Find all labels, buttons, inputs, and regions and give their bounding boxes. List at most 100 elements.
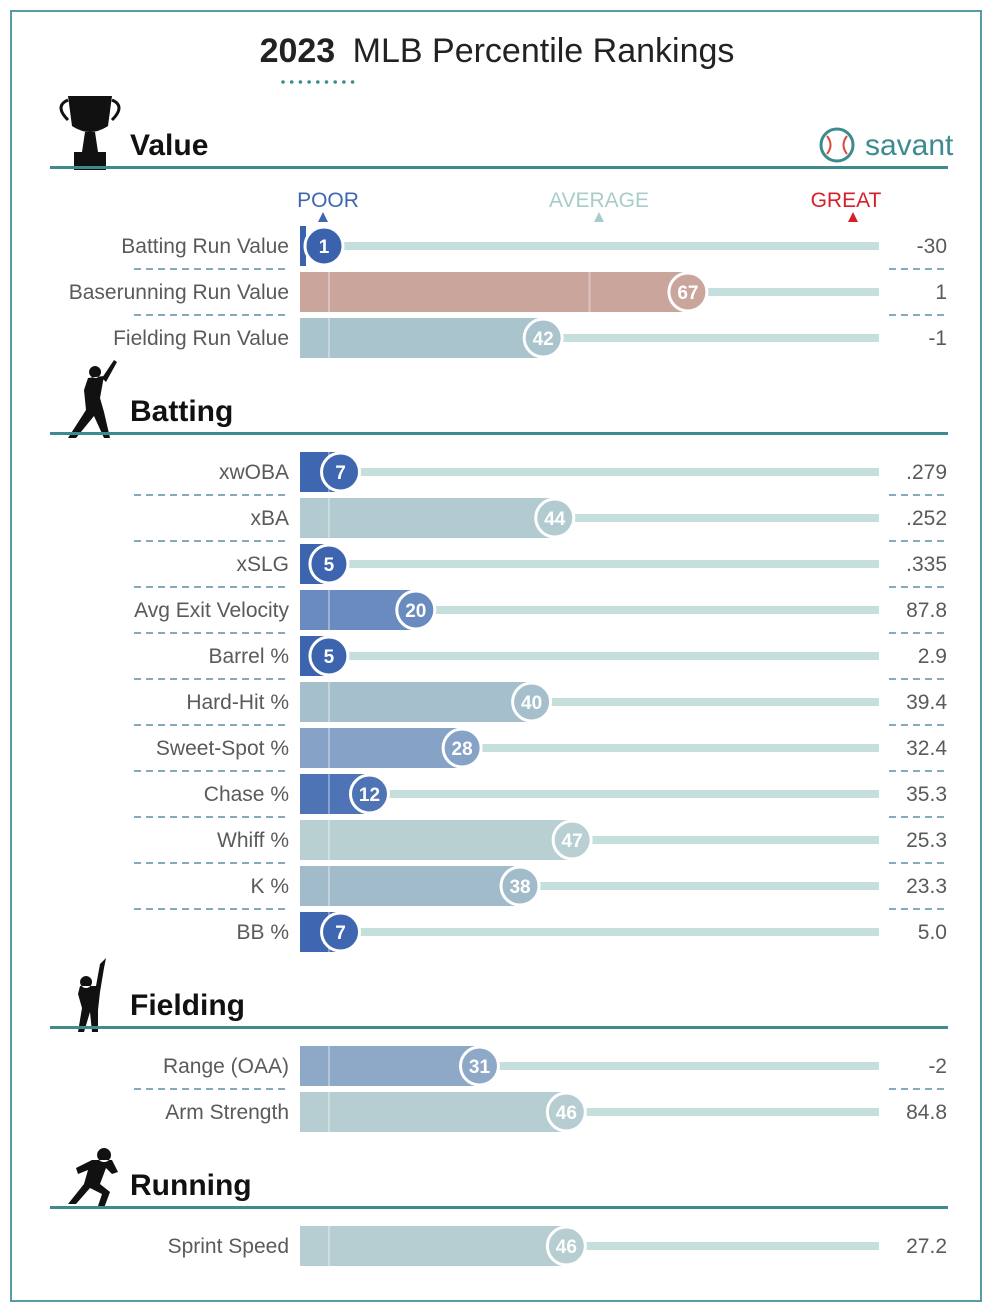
metric-row: Arm Strength 46 84.8 (134, 1088, 948, 1133)
percentile-value: 12 (359, 785, 380, 806)
savant-logo: savant (819, 127, 954, 163)
percentile-value: 46 (556, 1103, 577, 1124)
scale-header: POOR AVERAGE GREAT (297, 189, 882, 222)
metric-row: K % 38 23.3 (134, 862, 948, 907)
percentile-marker (303, 225, 345, 267)
metric-row: Avg Exit Velocity 20 87.8 (134, 586, 948, 631)
percentile-value: 47 (562, 831, 583, 852)
scale-great-label: GREAT (811, 189, 882, 212)
percentile-bar (300, 866, 521, 906)
bar-track (300, 790, 879, 798)
metric-row: xwOBA 7 .279 (219, 451, 947, 493)
metric-label: Arm Strength (165, 1101, 289, 1124)
metric-value: -30 (917, 235, 947, 258)
metric-label: Sweet-Spot % (156, 737, 289, 760)
metric-label: Hard-Hit % (186, 691, 289, 714)
section-title: Running (130, 1169, 252, 1202)
section-title: Fielding (130, 989, 245, 1022)
scale-poor-label: POOR (297, 189, 359, 212)
metric-row: Fielding Run Value 42 -1 (113, 314, 948, 359)
metric-value: 87.8 (906, 599, 947, 622)
bar-track (300, 928, 879, 936)
metric-value: 84.8 (906, 1101, 947, 1124)
metric-value: .252 (906, 507, 947, 530)
percentile-marker (545, 1225, 587, 1267)
metric-row: xBA 44 .252 (134, 494, 948, 539)
percentile-value: 40 (521, 693, 542, 714)
bar-track (300, 468, 879, 476)
percentile-bar (300, 1226, 567, 1266)
percentile-bar (300, 728, 463, 768)
title-dot (316, 80, 320, 84)
percentile-marker (499, 865, 541, 907)
percentile-marker (667, 271, 709, 313)
section-value: Value Batting Run Value 1 -30 Baserunning Ru… (50, 96, 948, 359)
title-underline-dots (281, 80, 355, 84)
runner-icon (68, 1148, 118, 1208)
metric-row: BB % 7 5.0 (134, 908, 948, 953)
metric-value: 23.3 (906, 875, 947, 898)
metric-label: Baserunning Run Value (69, 281, 289, 304)
metric-row: Baserunning Run Value 67 1 (69, 268, 948, 313)
percentile-value: 38 (509, 877, 530, 898)
metric-label: K % (250, 875, 289, 898)
percentile-value: 5 (324, 647, 335, 668)
percentile-marker (320, 911, 362, 953)
trophy-icon (68, 96, 112, 170)
section-rule (50, 432, 948, 435)
fielder-icon (78, 958, 106, 1032)
bar-track (300, 652, 879, 660)
metric-value: 39.4 (906, 691, 947, 714)
title-dot (350, 80, 355, 84)
metric-row: Batting Run Value 1 -30 (121, 225, 947, 267)
metric-label: xBA (250, 507, 289, 530)
percentile-marker (522, 317, 564, 359)
title-year: 2023 (260, 32, 336, 70)
metric-label: Avg Exit Velocity (134, 599, 289, 622)
percentile-bar (300, 498, 555, 538)
percentile-value: 31 (469, 1057, 491, 1078)
metric-value: 27.2 (906, 1235, 947, 1258)
metric-row: Barrel % 5 2.9 (134, 632, 948, 677)
section-rule (50, 1206, 948, 1209)
bar-track (300, 1062, 879, 1070)
bar-track (300, 514, 879, 522)
scale-average-label: AVERAGE (549, 189, 649, 212)
bar-track (300, 242, 879, 250)
bar-track (300, 698, 879, 706)
percentile-marker (308, 543, 350, 585)
metric-label: BB % (236, 921, 289, 944)
chart-title: 2023 MLB Percentile Rankings (260, 32, 735, 70)
percentile-marker (308, 635, 350, 677)
bar-track (300, 334, 879, 342)
percentile-value: 28 (452, 739, 473, 760)
metric-value: 2.9 (918, 645, 947, 668)
title-dot (333, 80, 338, 84)
metric-label: Sprint Speed (168, 1235, 289, 1258)
percentile-marker (441, 727, 483, 769)
percentile-bar (300, 272, 688, 312)
title-dot (342, 80, 346, 84)
section-title: Value (130, 129, 208, 162)
section-rule (50, 1026, 948, 1029)
metric-row: Range (OAA) 31 -2 (163, 1045, 947, 1087)
bar-track (300, 1242, 879, 1250)
percentile-bar (300, 820, 573, 860)
percentile-value: 44 (544, 509, 566, 530)
poor-arrow-icon (318, 212, 328, 222)
percentile-marker (534, 497, 576, 539)
metric-value: 32.4 (906, 737, 947, 760)
metric-label: Range (OAA) (163, 1055, 289, 1078)
percentile-value: 67 (677, 283, 698, 304)
percentile-value: 7 (335, 923, 346, 944)
title-dot (298, 80, 303, 84)
metric-label: Chase % (204, 783, 289, 806)
bar-track (300, 1108, 879, 1116)
percentile-marker (320, 451, 362, 493)
percentile-marker (545, 1091, 587, 1133)
trophy-handles (59, 98, 121, 122)
percentile-bar (300, 682, 532, 722)
percentile-value: 20 (405, 601, 426, 622)
metric-label: xwOBA (219, 461, 289, 484)
